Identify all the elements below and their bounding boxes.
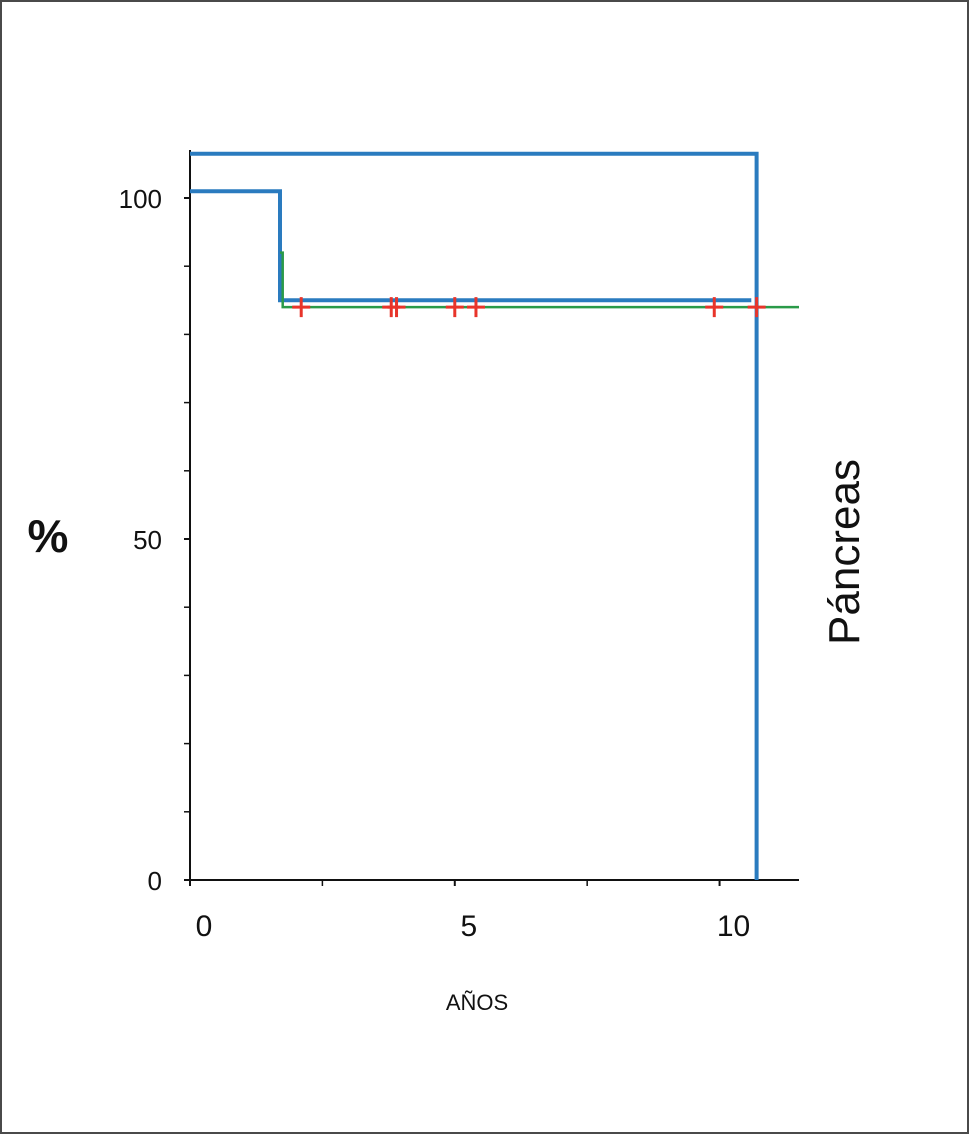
side-label: Páncreas [820,459,869,645]
censor-mark [705,297,724,318]
y-tick-label: 50 [133,525,162,555]
series-line [190,151,759,880]
series-line [280,251,799,309]
x-axis-label: AÑOS [446,990,508,1015]
censor-marks [292,297,766,318]
y-tick-label: 100 [119,184,162,214]
series-layer [190,151,799,880]
series-line [190,189,752,303]
y-axis-label: % [28,510,69,562]
censor-mark [747,297,766,318]
x-tick-label: 5 [460,910,477,943]
censor-mark [466,297,485,318]
censor-mark [292,297,311,318]
axes: 0 50 100 0 5 10 [119,150,799,943]
censor-mark [445,297,464,318]
x-tick-label: 0 [196,910,213,943]
censor-mark [387,297,406,318]
x-tick-label: 10 [717,910,750,943]
y-tick-label: 0 [148,866,162,896]
